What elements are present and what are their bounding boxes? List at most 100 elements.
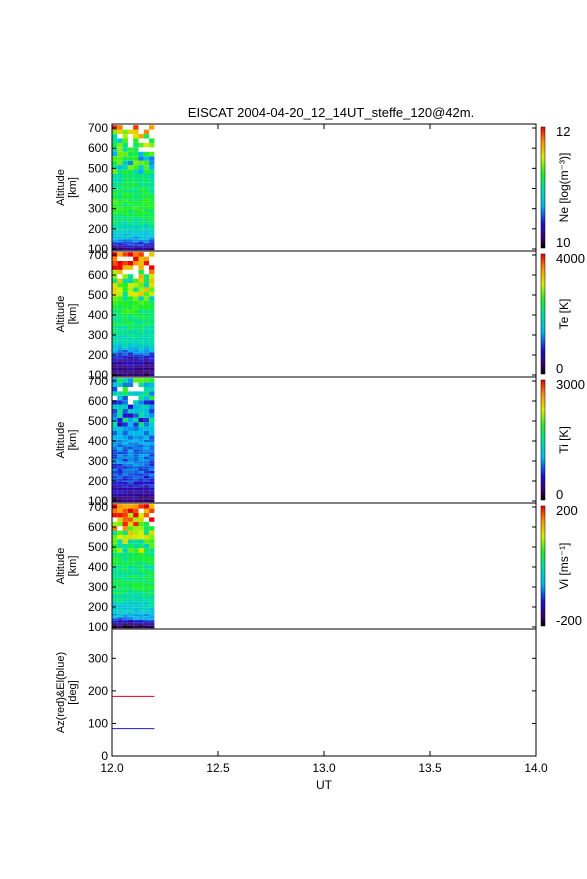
heatmap-cell <box>112 169 118 174</box>
heatmap-cell <box>149 335 155 338</box>
heatmap-cell <box>117 585 123 588</box>
heatmap-cell <box>133 475 139 479</box>
heatmap-cell <box>127 234 134 236</box>
heatmap-cell <box>127 242 134 245</box>
heatmap-cell <box>143 585 150 588</box>
heatmap-cell <box>127 218 134 222</box>
heatmap-cell <box>112 568 118 571</box>
heatmap-cell <box>143 454 150 457</box>
heatmap-cell <box>117 364 123 366</box>
heatmap-cell <box>133 609 139 611</box>
heatmap-cell <box>149 451 155 455</box>
heatmap-cell <box>112 483 118 485</box>
y-tick-label: 700 <box>88 500 108 514</box>
heatmap-cell <box>122 459 128 462</box>
heatmap-cell <box>117 349 123 353</box>
heatmap-cell <box>122 468 128 471</box>
heatmap-cell <box>149 539 155 544</box>
heatmap-cell <box>133 451 139 455</box>
heatmap-cell <box>133 615 139 617</box>
heatmap-cell <box>117 490 123 492</box>
heatmap-cell <box>117 345 123 348</box>
heatmap-cell <box>112 375 118 377</box>
heatmap-cell <box>122 616 128 618</box>
heatmap-cell <box>117 261 123 266</box>
heatmap-cell <box>138 151 144 157</box>
heatmap-cell <box>149 391 155 396</box>
heatmap-cell <box>133 182 139 188</box>
heatmap-cell <box>122 607 128 609</box>
heatmap-cell <box>127 570 134 573</box>
heatmap-cell <box>112 269 118 275</box>
heatmap-cell <box>138 265 144 270</box>
heatmap-cell <box>127 613 134 615</box>
heatmap-cell <box>133 548 139 553</box>
heatmap-cell <box>138 627 144 629</box>
heatmap-cell <box>133 363 139 365</box>
heatmap-cell <box>149 244 155 246</box>
heatmap-cell <box>143 508 150 513</box>
heatmap-cell <box>117 611 123 613</box>
heatmap-cell <box>127 575 134 578</box>
heatmap-cell <box>117 508 123 513</box>
heatmap-cell <box>143 359 150 361</box>
heatmap-cell <box>133 466 139 469</box>
heatmap-cell <box>112 417 118 423</box>
heatmap-cell <box>138 178 144 183</box>
heatmap-cell <box>149 447 155 450</box>
heatmap-cell <box>149 594 155 597</box>
heatmap-cell <box>143 624 150 626</box>
heatmap-cell <box>122 129 128 134</box>
heatmap-cell <box>117 321 123 324</box>
heatmap-cell <box>122 305 128 310</box>
heatmap-cell <box>143 366 150 368</box>
heatmap-cell <box>138 300 144 305</box>
heatmap-cell <box>122 625 128 627</box>
heatmap-cell <box>143 495 150 497</box>
heatmap-cell <box>122 496 128 498</box>
heatmap-cell <box>143 187 150 190</box>
heatmap-cell <box>133 625 139 627</box>
heatmap-cell <box>133 245 139 247</box>
heatmap-cell <box>117 539 123 544</box>
colorbar-min-label: -200 <box>556 613 582 628</box>
heatmap-cell <box>138 335 144 338</box>
heatmap-cell <box>149 364 155 366</box>
heatmap-cell <box>112 587 118 590</box>
heatmap-cell <box>149 461 155 464</box>
heatmap-cell <box>138 134 144 139</box>
heatmap-cell <box>133 228 139 230</box>
heatmap-cell <box>117 278 123 283</box>
heatmap-cell <box>138 330 144 333</box>
heatmap-cell <box>127 296 134 301</box>
heatmap-cell <box>122 373 128 375</box>
heatmap-cell <box>127 364 134 366</box>
heatmap-cell <box>127 249 134 251</box>
heatmap-cell <box>149 235 155 237</box>
heatmap-cell <box>122 318 128 321</box>
heatmap-cell <box>112 194 118 197</box>
heatmap-cell <box>138 244 144 246</box>
heatmap-cell <box>122 345 128 348</box>
heatmap-cell <box>127 409 134 414</box>
heatmap-cell <box>127 252 134 257</box>
heatmap-cell <box>138 199 144 202</box>
heatmap-cell <box>149 478 155 481</box>
heatmap-cell <box>127 517 134 522</box>
heatmap-cell <box>117 305 123 310</box>
heatmap-cell <box>149 352 155 355</box>
heatmap-cell <box>133 165 139 170</box>
y-tick-label: 700 <box>88 248 108 262</box>
heatmap-cell <box>122 265 128 270</box>
heatmap-cell <box>149 305 155 310</box>
heatmap-cell <box>127 372 134 374</box>
heatmap-cell <box>133 486 139 488</box>
heatmap-cell <box>149 363 155 365</box>
heatmap-cell <box>133 325 139 329</box>
heatmap-cell <box>127 498 134 500</box>
heatmap-cell <box>133 580 139 583</box>
heatmap-cell <box>138 211 144 214</box>
heatmap-cell <box>133 573 139 576</box>
